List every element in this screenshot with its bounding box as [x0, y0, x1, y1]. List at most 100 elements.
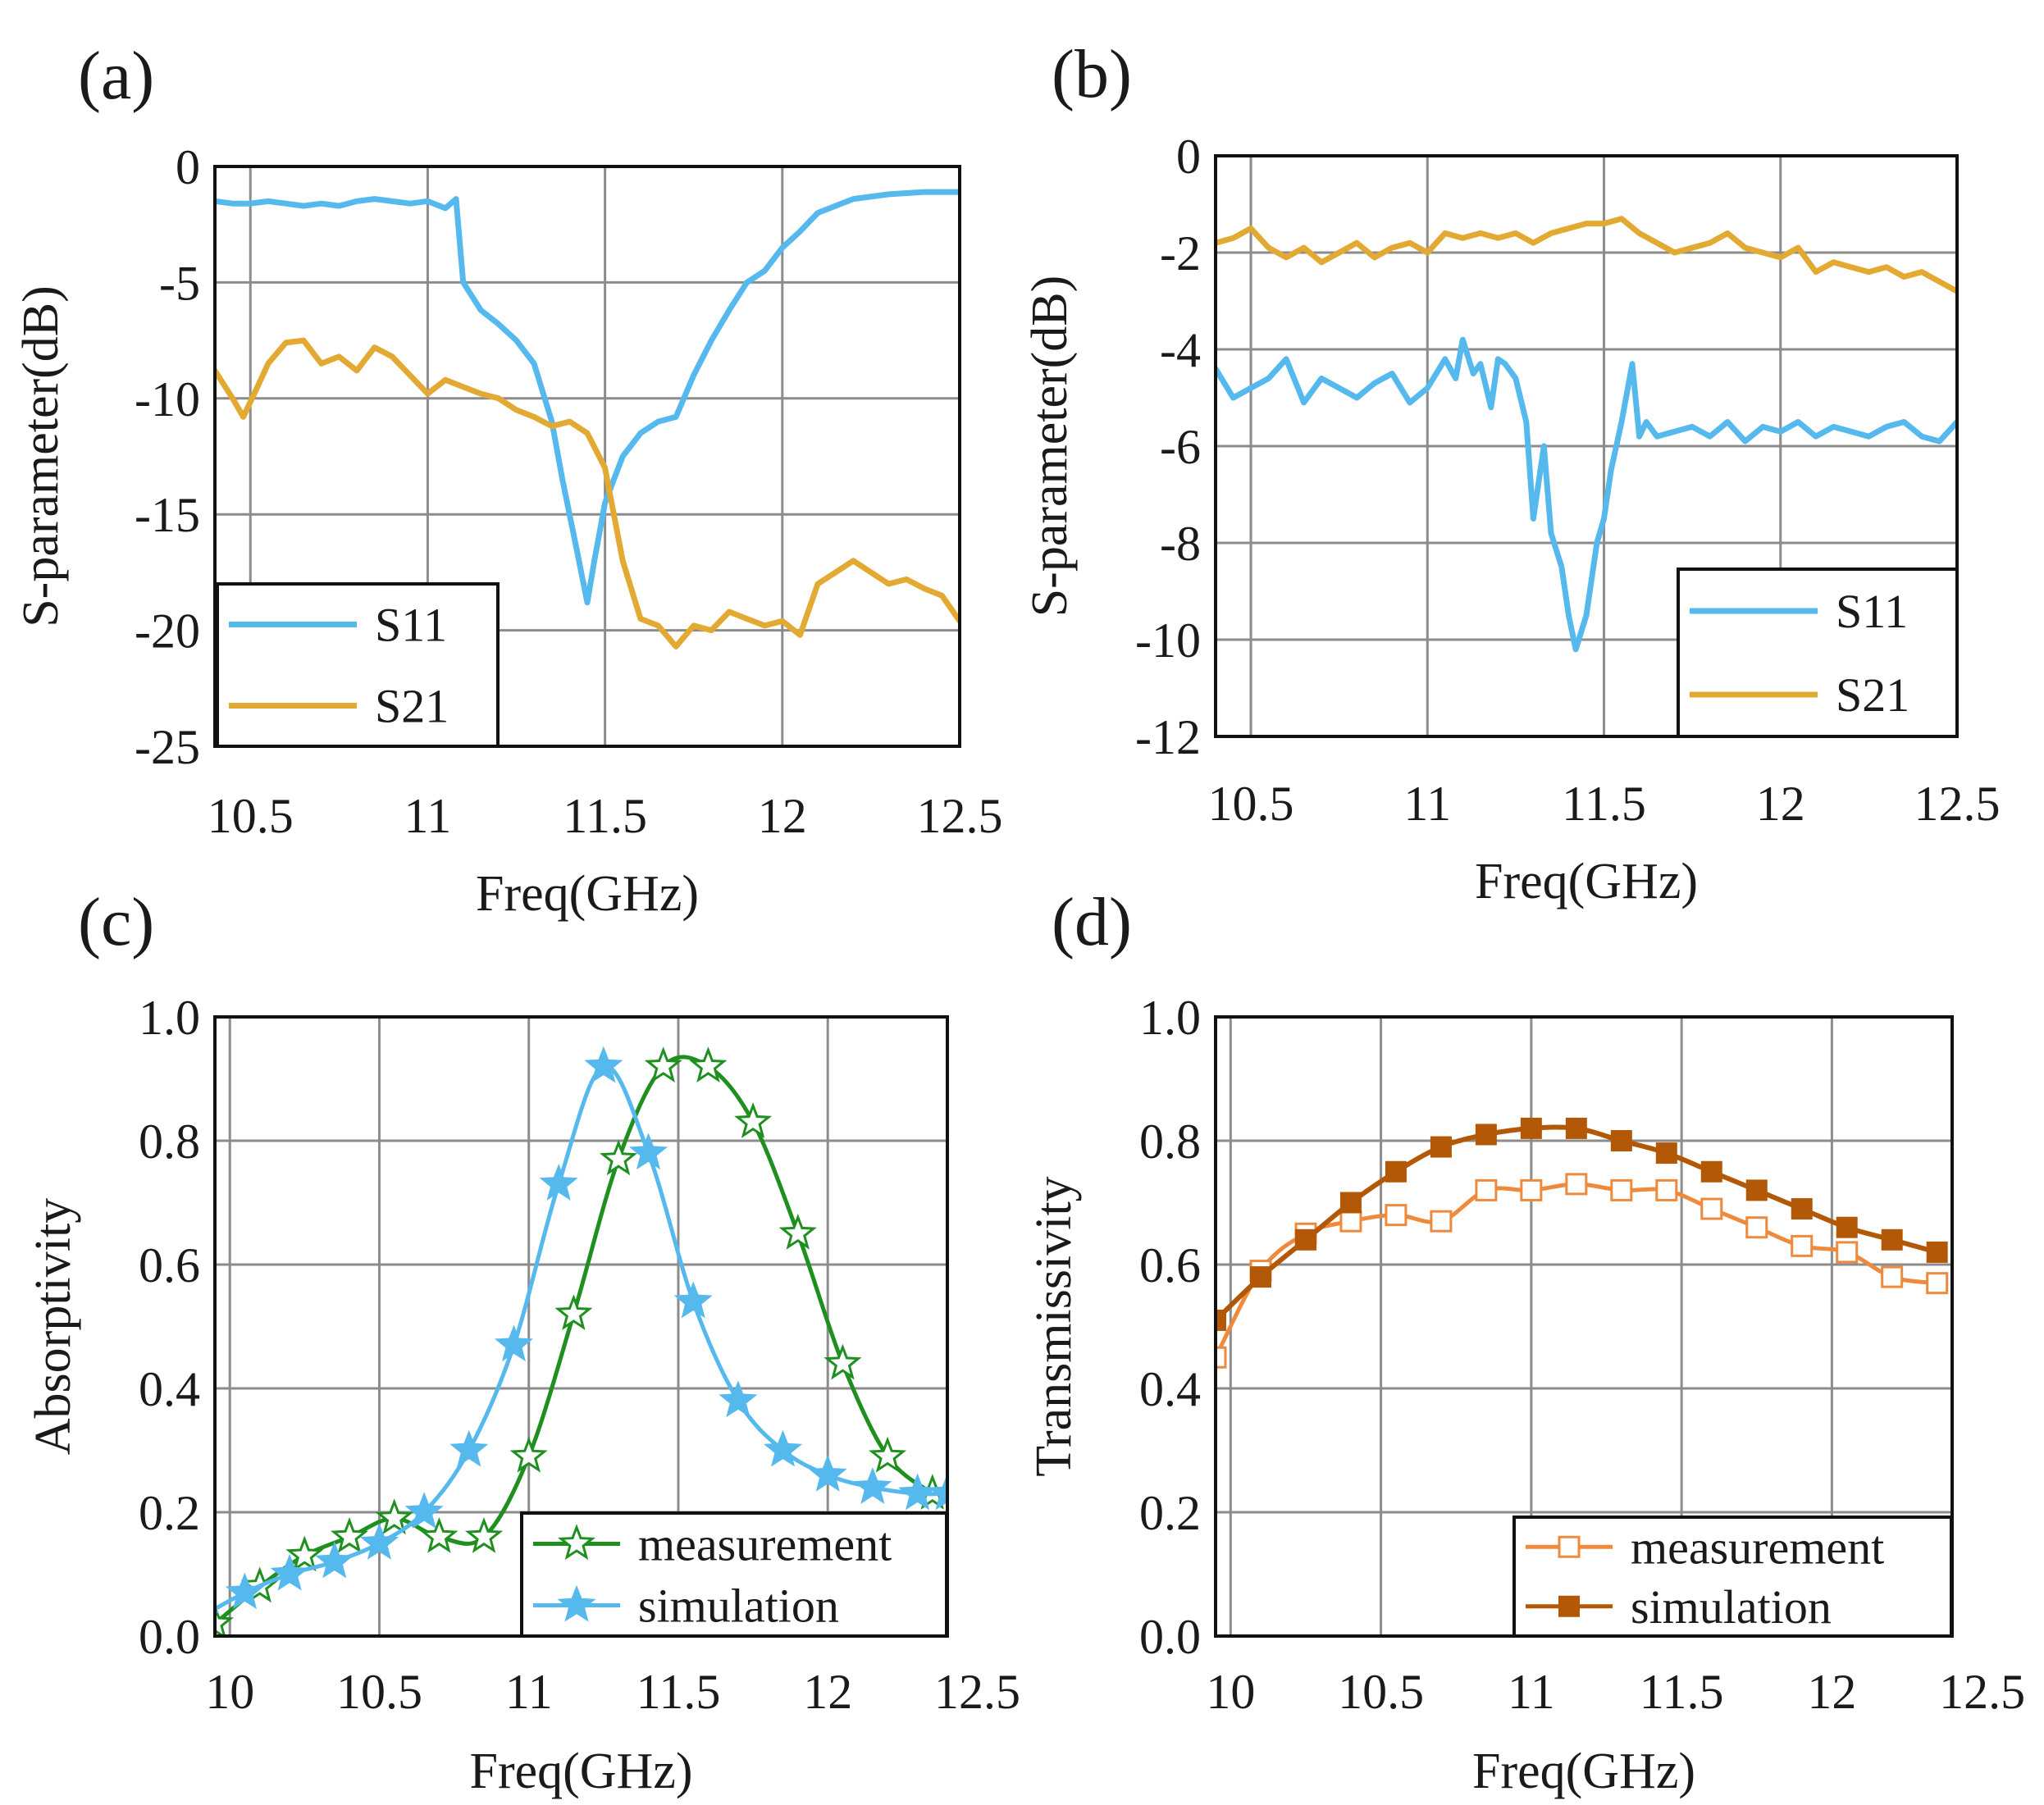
data-point-simulation — [853, 1467, 892, 1504]
data-point-simulation — [1836, 1216, 1858, 1238]
x-tick-label: 11.5 — [1562, 777, 1646, 831]
series-group — [215, 189, 960, 650]
data-point-simulation — [1249, 1266, 1271, 1288]
legend-box — [1512, 1516, 1953, 1638]
y-tick-label: 0.4 — [139, 1362, 200, 1416]
series-group — [1216, 1117, 1949, 1369]
panel-d: 10 10.5 11 11.5 12 12.5 0.0 0.2 0.4 0.6 0.8 1.0 Freq… — [1026, 884, 2025, 1799]
data-point-simulation — [359, 1523, 399, 1560]
series-group — [215, 1046, 947, 1636]
y-tick-label: -10 — [135, 372, 200, 426]
y-tick-label: 0.8 — [139, 1114, 200, 1169]
data-point-measurement — [1700, 1197, 1723, 1220]
data-point-measurement — [599, 1139, 638, 1176]
data-point-measurement — [1791, 1234, 1814, 1257]
data-point-measurement — [1475, 1178, 1498, 1201]
panel-label: (b) — [1052, 36, 1132, 112]
data-point-measurement — [824, 1343, 862, 1380]
panel-label: (d) — [1052, 884, 1132, 960]
legend-marker-simulation — [557, 1584, 596, 1622]
data-point-measurement — [1655, 1178, 1678, 1201]
data-point-simulation — [719, 1380, 758, 1418]
data-point-measurement — [644, 1046, 682, 1083]
legend-label-simulation: simulation — [1631, 1580, 1832, 1634]
legend-box — [1677, 567, 1959, 738]
x-tick-label: 11 — [505, 1665, 553, 1719]
plot-frame — [213, 165, 961, 748]
x-tick-label: 10.5 — [336, 1665, 422, 1719]
x-axis-title: Freq(GHz) — [476, 866, 699, 922]
y-tick-label: 0.2 — [1139, 1486, 1201, 1540]
panel-b: 10.5 11 11.5 12 12.5 0 -2 -4 -6 -8 -10 -12 Freq(GHz)… — [1022, 36, 2001, 909]
x-tick-label: 12 — [758, 789, 807, 843]
y-axis-title: Absorptivity — [25, 1198, 81, 1455]
legend: measurement simulation — [520, 1511, 948, 1638]
x-tick-label: 12.5 — [1939, 1665, 2025, 1719]
data-point-simulation — [315, 1541, 354, 1579]
panel-label: (a) — [78, 38, 154, 114]
x-tick-label: 12 — [1807, 1665, 1856, 1719]
y-tick-label: 0 — [1176, 130, 1201, 184]
y-tick-label: 0.6 — [139, 1238, 200, 1292]
legend: measurement simulation — [1512, 1516, 1953, 1638]
data-point-simulation — [1926, 1241, 1948, 1263]
data-point-simulation — [1655, 1142, 1677, 1165]
x-tick-label: 10.5 — [1338, 1665, 1424, 1719]
x-tick-label: 11.5 — [1640, 1665, 1724, 1719]
data-point-measurement — [1216, 1346, 1227, 1369]
y-axis-title: S-parameter(dB) — [13, 285, 69, 627]
legend: S11 S21 — [1677, 567, 1959, 738]
x-tick-label: 10.5 — [208, 789, 294, 843]
data-point-measurement — [285, 1535, 324, 1572]
data-point-simulation — [763, 1429, 803, 1467]
y-tick-label: 0 — [176, 140, 200, 194]
y-tick-label: 1.0 — [1139, 991, 1201, 1045]
x-tick-label: 12.5 — [917, 789, 1003, 843]
data-point-measurement — [869, 1436, 907, 1473]
x-tick-label: 11.5 — [563, 789, 647, 843]
y-tick-label: -25 — [135, 720, 200, 774]
y-tick-label: -10 — [1135, 613, 1201, 668]
x-tick-label: 12 — [803, 1665, 852, 1719]
data-point-measurement — [464, 1516, 504, 1553]
x-axis-title: Freq(GHz) — [469, 1743, 692, 1799]
data-point-measurement — [1836, 1241, 1859, 1264]
legend-marker-simulation — [1558, 1595, 1580, 1617]
data-point-simulation — [928, 1473, 947, 1511]
y-tick-label: -12 — [1135, 710, 1201, 764]
data-point-measurement — [778, 1214, 817, 1250]
data-point-measurement — [1339, 1210, 1362, 1233]
y-tick-label: 0.6 — [1139, 1238, 1201, 1292]
y-tick-label: -2 — [1160, 226, 1201, 280]
series-line-s21 — [1216, 216, 1957, 294]
data-point-simulation — [1475, 1124, 1497, 1146]
data-point-simulation — [808, 1454, 847, 1492]
data-point-simulation — [539, 1164, 578, 1201]
data-point-measurement — [1430, 1210, 1453, 1233]
y-tick-label: 0.0 — [1139, 1610, 1201, 1664]
x-tick-label: 12 — [1756, 777, 1805, 831]
series-line-s21 — [215, 337, 960, 650]
data-point-simulation — [584, 1046, 623, 1083]
data-point-simulation — [494, 1324, 534, 1362]
y-tick-label: 0.4 — [1139, 1362, 1201, 1416]
series-line-s11 — [215, 189, 960, 606]
panel-c: 10 10.5 11 11.5 12 12.5 0.0 0.2 0.4 0.6 0.8 1.0 Freq… — [25, 884, 1020, 1799]
legend-marker-measurement — [557, 1524, 596, 1561]
data-point-simulation — [225, 1572, 265, 1610]
legend-label-measurement: measurement — [638, 1518, 892, 1571]
y-tick-label: 0.8 — [1139, 1114, 1201, 1169]
y-axis-title: Transmissivity — [1026, 1176, 1082, 1476]
data-point-simulation — [404, 1492, 444, 1529]
data-point-simulation — [1745, 1179, 1768, 1201]
x-tick-label: 10 — [205, 1665, 254, 1719]
y-tick-label: -6 — [1160, 420, 1201, 474]
y-axis-title: S-parameter(dB) — [1022, 276, 1078, 618]
y-tick-label: 0.2 — [139, 1486, 200, 1540]
y-tick-label: -5 — [159, 256, 200, 310]
x-axis-title: Freq(GHz) — [1475, 854, 1698, 909]
y-tick-label: -20 — [135, 604, 200, 659]
data-point-simulation — [1565, 1117, 1587, 1139]
data-point-simulation — [1430, 1136, 1452, 1158]
